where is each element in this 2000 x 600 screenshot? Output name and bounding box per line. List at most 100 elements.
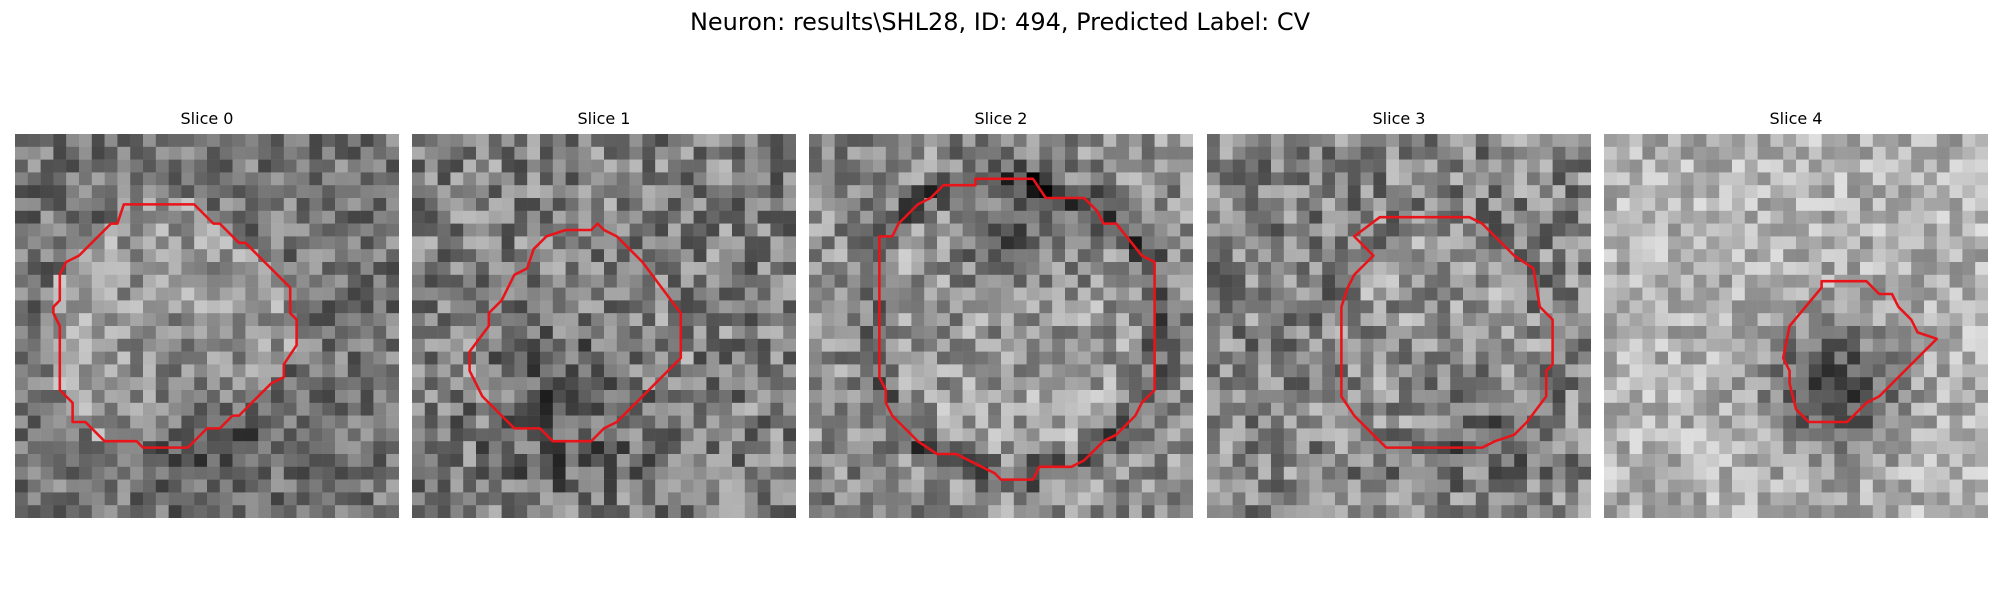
pixel (1962, 146, 1976, 160)
pixel (1629, 390, 1643, 404)
pixel (104, 390, 118, 404)
pixel (335, 274, 349, 288)
pixel (476, 466, 490, 480)
pixel (463, 300, 477, 314)
pixel (1013, 338, 1027, 352)
pixel (1757, 185, 1771, 199)
pixel (552, 274, 566, 288)
pixel (1258, 274, 1272, 288)
pixel (168, 287, 182, 301)
pixel (1911, 262, 1925, 276)
pixel (1475, 402, 1489, 416)
pixel (1834, 185, 1848, 199)
pixel (591, 441, 605, 455)
pixel (629, 415, 643, 429)
pixel (655, 338, 669, 352)
pixel (1386, 287, 1400, 301)
pixel (642, 364, 656, 378)
pixel (194, 287, 208, 301)
pixel (1271, 146, 1285, 160)
pixel (1309, 274, 1323, 288)
pixel (1616, 338, 1630, 352)
pixel (424, 274, 438, 288)
pixel (1885, 134, 1899, 148)
pixel (834, 146, 848, 160)
pixel (1706, 262, 1720, 276)
pixel (1437, 172, 1451, 186)
pixel (949, 313, 963, 327)
pixel (706, 198, 720, 212)
pixel (1898, 274, 1912, 288)
pixel (834, 223, 848, 237)
pixel (591, 505, 605, 518)
pixel (1706, 364, 1720, 378)
pixel (450, 428, 464, 442)
pixel (757, 364, 771, 378)
pixel (834, 159, 848, 173)
pixel (719, 364, 733, 378)
pixel (1488, 249, 1502, 263)
pixel (309, 185, 323, 199)
pixel (1885, 338, 1899, 352)
pixel (271, 146, 285, 160)
pixel (1141, 236, 1155, 250)
pixel (988, 198, 1002, 212)
pixel (1642, 198, 1656, 212)
pixel (1271, 402, 1285, 416)
pixel (1437, 479, 1451, 493)
pixel (219, 287, 233, 301)
pixel (821, 338, 835, 352)
pixel (1309, 134, 1323, 148)
pixel (809, 262, 823, 276)
pixel (1655, 326, 1669, 340)
pixel (245, 466, 259, 480)
pixel (706, 402, 720, 416)
pixel (1283, 441, 1297, 455)
pixel (1373, 172, 1387, 186)
pixel (1936, 146, 1950, 160)
pixel (885, 364, 899, 378)
pixel (655, 249, 669, 263)
pixel (1552, 313, 1566, 327)
pixel (1655, 428, 1669, 442)
pixel (1386, 338, 1400, 352)
pixel (1911, 402, 1925, 416)
pixel (565, 159, 579, 173)
pixel (962, 236, 976, 250)
pixel (1552, 172, 1566, 186)
pixel (181, 287, 195, 301)
pixel (501, 172, 515, 186)
pixel (898, 415, 912, 429)
pixel (1026, 326, 1040, 340)
pixel (1411, 262, 1425, 276)
pixel (1411, 377, 1425, 391)
pixel (1219, 454, 1233, 468)
pixel (1399, 134, 1413, 148)
pixel (207, 505, 221, 518)
pixel (488, 351, 502, 365)
pixel (949, 159, 963, 173)
pixel (1103, 198, 1117, 212)
pixel (1924, 505, 1938, 518)
pixel (1065, 159, 1079, 173)
pixel (1309, 441, 1323, 455)
pixel (873, 390, 887, 404)
pixel (1744, 249, 1758, 263)
pixel (1872, 428, 1886, 442)
pixel (1539, 210, 1553, 224)
pixel (1655, 300, 1669, 314)
pixel (91, 159, 105, 173)
pixel (1616, 364, 1630, 378)
pixel (988, 159, 1002, 173)
pixel (283, 249, 297, 263)
pixel (347, 364, 361, 378)
pixel (706, 338, 720, 352)
pixel (1706, 300, 1720, 314)
roi-contour (1340, 215, 1554, 449)
pixel (1565, 441, 1579, 455)
pixel (1116, 377, 1130, 391)
pixel (463, 505, 477, 518)
pixel (309, 249, 323, 263)
pixel (1167, 479, 1181, 493)
pixel (1207, 274, 1221, 288)
